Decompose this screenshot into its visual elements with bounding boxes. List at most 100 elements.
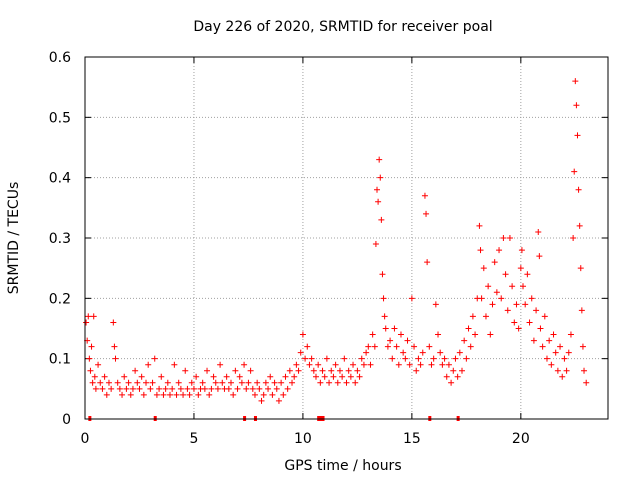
- data-point: [156, 385, 163, 392]
- data-point: [426, 343, 433, 350]
- data-point: [489, 301, 496, 308]
- data-point: [522, 301, 529, 308]
- data-point: [387, 337, 394, 344]
- data-point: [579, 343, 586, 350]
- data-point: [496, 247, 503, 254]
- data-point: [395, 361, 402, 368]
- data-point: [478, 295, 485, 302]
- data-point: [282, 373, 289, 380]
- data-point: [129, 385, 136, 392]
- data-point: [493, 289, 500, 296]
- data-point: [330, 373, 337, 380]
- data-point: [262, 379, 269, 386]
- data-point: [258, 397, 265, 404]
- data-point: [317, 379, 324, 386]
- data-point: [164, 379, 171, 386]
- data-point: [308, 355, 315, 362]
- data-point: [381, 313, 388, 320]
- data-point: [127, 391, 134, 398]
- y-tick-label: 0.4: [49, 171, 71, 187]
- data-point: [502, 271, 509, 278]
- y-tick-label: 0: [62, 412, 71, 428]
- data-point: [563, 367, 570, 374]
- data-point: [369, 331, 376, 338]
- data-point: [90, 313, 97, 320]
- data-point: [461, 337, 468, 344]
- data-point: [375, 198, 382, 205]
- data-point: [238, 379, 245, 386]
- data-point: [97, 379, 104, 386]
- data-point: [360, 361, 367, 368]
- data-point: [491, 259, 498, 266]
- data-point: [260, 391, 267, 398]
- data-point: [504, 307, 511, 314]
- data-point: [134, 379, 141, 386]
- data-point: [372, 241, 379, 248]
- data-point: [391, 325, 398, 332]
- data-point: [377, 174, 384, 181]
- data-point: [278, 379, 285, 386]
- data-point: [469, 313, 476, 320]
- data-point: [354, 367, 361, 374]
- data-point: [149, 379, 156, 386]
- data-point: [570, 235, 577, 241]
- data-point: [214, 385, 221, 392]
- data-point: [297, 349, 304, 356]
- x-tick-label: 5: [189, 431, 198, 447]
- y-tick-label: 0.5: [49, 110, 71, 126]
- data-point: [286, 367, 293, 374]
- data-point: [177, 385, 184, 392]
- data-point: [356, 373, 363, 380]
- data-point: [243, 385, 250, 392]
- data-point: [400, 349, 407, 356]
- data-point: [332, 361, 339, 368]
- data-point: [530, 337, 537, 344]
- data-point: [533, 307, 540, 314]
- data-point: [557, 343, 564, 350]
- data-point: [180, 391, 187, 398]
- data-point: [230, 391, 237, 398]
- y-tick-label: 0.2: [49, 291, 71, 307]
- data-point: [339, 373, 346, 380]
- data-point: [561, 355, 568, 362]
- data-point: [89, 379, 96, 386]
- data-point: [140, 391, 147, 398]
- data-point: [121, 373, 128, 380]
- data-point: [145, 361, 152, 368]
- data-point: [365, 343, 372, 350]
- data-point: [567, 331, 574, 338]
- data-point: [543, 355, 550, 362]
- data-point: [173, 391, 180, 398]
- data-point: [439, 361, 446, 368]
- data-point: [232, 367, 239, 374]
- data-point: [147, 385, 154, 392]
- data-point: [284, 385, 291, 392]
- data-point: [574, 132, 581, 139]
- data-point: [112, 355, 119, 362]
- data-point: [581, 367, 588, 374]
- data-point: [321, 373, 328, 380]
- data-point: [573, 102, 580, 109]
- data-point: [384, 343, 391, 350]
- x-tick-label: 20: [512, 431, 530, 447]
- data-point: [85, 313, 92, 320]
- data-point: [458, 367, 465, 374]
- data-point: [162, 385, 169, 392]
- data-point: [336, 367, 343, 374]
- data-point: [206, 391, 213, 398]
- data-point: [537, 325, 544, 332]
- data-point: [217, 361, 224, 368]
- data-point: [477, 247, 484, 254]
- data-point: [92, 385, 99, 392]
- data-point: [550, 331, 557, 338]
- data-point: [273, 385, 280, 392]
- data-point: [432, 301, 439, 308]
- data-point: [247, 367, 254, 374]
- data-point: [136, 385, 143, 392]
- data-point: [204, 367, 211, 374]
- data-point: [487, 331, 494, 338]
- data-point: [208, 385, 215, 392]
- data-point: [182, 367, 189, 374]
- data-point: [267, 373, 274, 380]
- data-point: [575, 186, 582, 193]
